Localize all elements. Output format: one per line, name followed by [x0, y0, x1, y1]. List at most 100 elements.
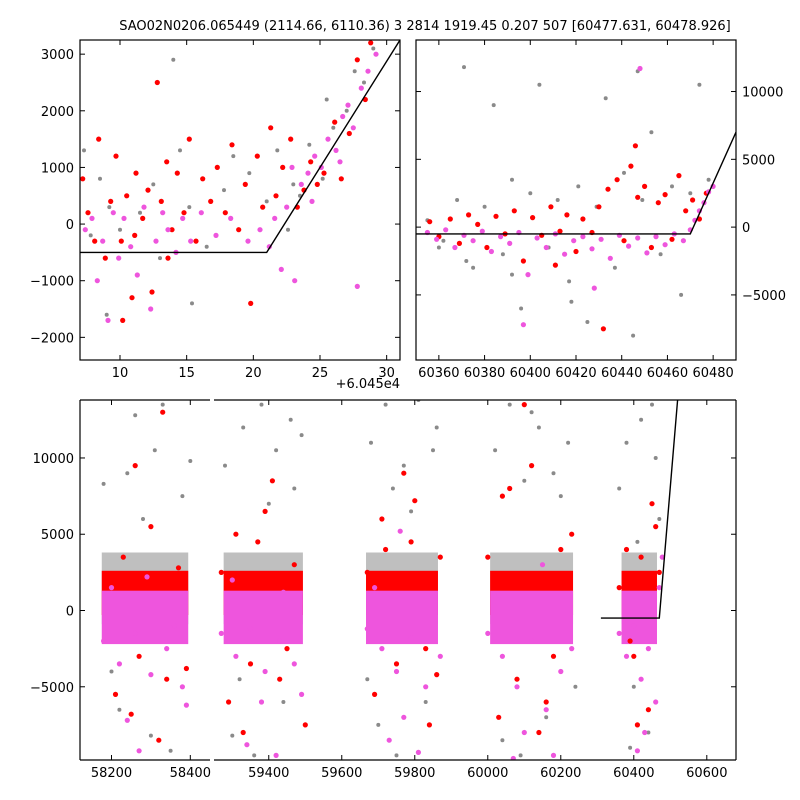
red-point	[260, 204, 266, 210]
red-point	[254, 153, 260, 159]
red-point	[573, 248, 579, 255]
magenta-point	[569, 646, 575, 652]
grey-point	[394, 753, 399, 758]
magenta-point	[580, 234, 586, 240]
grey-point	[567, 279, 572, 284]
grey-point	[409, 509, 414, 514]
grey-point	[291, 182, 296, 187]
red-point	[96, 136, 102, 142]
red-point	[484, 244, 490, 251]
grey-point	[275, 148, 280, 153]
magenta-point	[496, 592, 502, 598]
magenta-point	[499, 653, 505, 659]
red-point	[154, 79, 160, 86]
x-offset-label: +6.045e4	[336, 377, 400, 392]
red-point	[564, 212, 570, 218]
red-point	[558, 546, 564, 553]
magenta-point	[510, 755, 516, 760]
grey-point	[650, 402, 654, 407]
magenta-point	[358, 85, 364, 91]
red-point	[112, 691, 119, 698]
grey-point	[653, 456, 658, 460]
red-point	[499, 493, 505, 499]
panel-top-left: 10 15 20 25 30 −2000 −1000 0 1000 2000 3000	[30, 39, 401, 381]
grey-point	[679, 292, 684, 297]
x-tick-label: 59600	[321, 766, 362, 781]
grey-point	[138, 210, 142, 215]
grey-point	[266, 501, 271, 506]
red-point	[645, 707, 652, 713]
x-tick-label: 60000	[467, 766, 508, 781]
red-point	[493, 213, 499, 219]
red-point	[308, 159, 314, 165]
magenta-point	[589, 246, 595, 252]
red-point	[379, 516, 385, 522]
grey-point	[231, 154, 236, 159]
grey-point	[101, 481, 106, 486]
red-point	[437, 554, 443, 560]
grey-point	[658, 252, 663, 257]
grey-point	[706, 177, 711, 182]
red-point	[514, 676, 520, 682]
magenta-point	[635, 235, 641, 241]
red-point	[628, 163, 634, 169]
red-point	[426, 722, 432, 728]
red-point	[288, 136, 294, 142]
red-point	[268, 125, 274, 131]
red-point	[332, 119, 338, 125]
red-point	[118, 238, 124, 244]
x-tick-label: 60200	[540, 766, 581, 781]
magenta-bulk	[490, 590, 574, 645]
grey-point	[222, 188, 226, 193]
grey-point	[635, 539, 640, 544]
magenta-point	[128, 244, 134, 250]
red-point	[423, 646, 429, 652]
magenta-point	[89, 215, 95, 221]
red-point	[475, 221, 481, 227]
magenta-point	[350, 125, 356, 131]
red-point	[596, 204, 602, 210]
grey-point	[187, 205, 192, 210]
red-point	[247, 661, 254, 667]
magenta-bulk	[223, 590, 303, 645]
grey-point	[612, 265, 617, 270]
red-point	[129, 295, 135, 301]
red-point	[92, 238, 98, 244]
red-point	[600, 326, 607, 332]
panel-bottom: 58200 58400 59400 59600 59800 60000 60200 60400…	[30, 399, 737, 781]
magenta-point	[607, 255, 613, 261]
red-point	[635, 194, 641, 200]
magenta-point	[598, 236, 604, 242]
red-point	[120, 317, 126, 323]
grey-point	[536, 425, 541, 430]
red-point	[548, 204, 554, 210]
red-point	[456, 240, 462, 246]
grey-point	[152, 448, 157, 453]
red-point	[233, 531, 239, 537]
magenta-point	[247, 626, 254, 632]
red-point	[383, 546, 389, 553]
grey-point	[544, 715, 549, 720]
red-point	[273, 193, 279, 199]
grey-point	[362, 80, 366, 85]
red-point	[193, 238, 199, 244]
magenta-point	[662, 242, 668, 248]
magenta-point	[278, 266, 284, 272]
magenta-point	[160, 210, 166, 216]
magenta-point	[386, 737, 392, 743]
grey-point	[622, 170, 626, 175]
magenta-point	[562, 251, 568, 257]
red-point	[616, 585, 622, 591]
grey-point	[133, 413, 138, 418]
grey-point	[519, 306, 524, 311]
x-tick-label: 59800	[394, 766, 435, 781]
grey-point	[88, 233, 93, 238]
red-point	[368, 40, 374, 46]
y-tick-label: 0	[66, 218, 74, 233]
red-point	[401, 470, 407, 476]
magenta-point	[292, 278, 298, 284]
red-point	[158, 198, 164, 204]
magenta-point	[520, 322, 527, 328]
model-line	[600, 400, 679, 619]
